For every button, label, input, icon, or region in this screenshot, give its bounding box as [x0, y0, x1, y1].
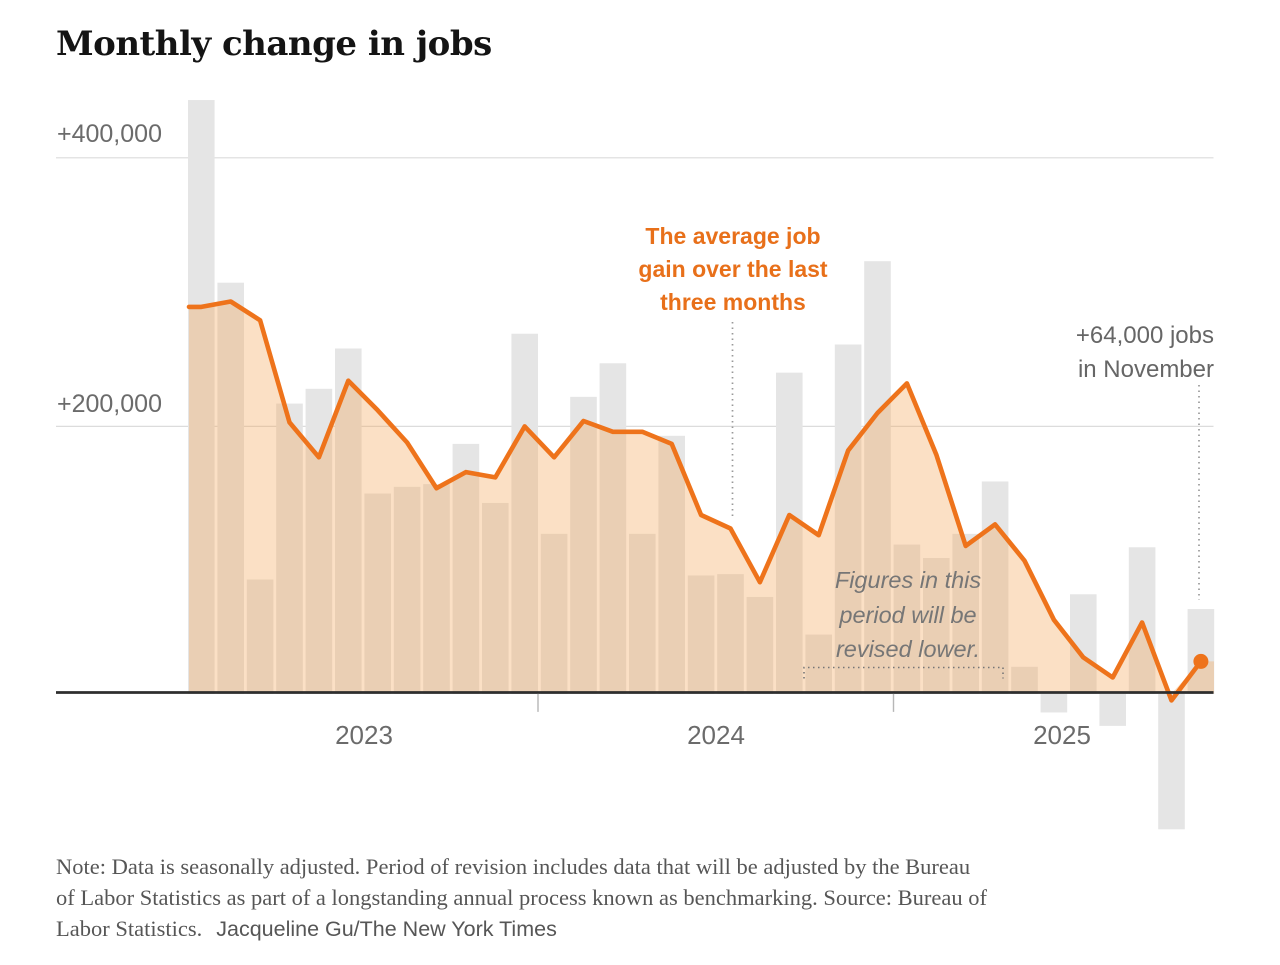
y-axis-label-400k: +400,000 [57, 120, 162, 148]
three-month-average-area [189, 301, 1214, 694]
page-title: Monthly change in jobs [56, 24, 492, 64]
bar-2024-12 [864, 261, 891, 694]
annotation-line: +64,000 jobs [1075, 322, 1214, 349]
bar-2023-04 [276, 403, 303, 694]
annotation-line: revised lower. [835, 636, 981, 662]
bar-2024-10 [805, 634, 832, 694]
revision-period-bracket [803, 666, 1004, 679]
annotation-line: three months [660, 289, 806, 315]
bar-2025-10 [1158, 694, 1185, 830]
bar-2023-11 [482, 502, 509, 694]
bar-2025-08 [1099, 694, 1126, 726]
bar-2023-09 [423, 484, 450, 694]
bar-2024-01 [540, 533, 568, 694]
bar-2024-05 [658, 435, 685, 694]
bar-2023-10 [452, 443, 480, 694]
bar-2023-07 [364, 493, 391, 694]
annotation-line: The average job [645, 223, 821, 249]
bar-2025-06 [1040, 694, 1068, 713]
bar-2023-08 [393, 486, 421, 694]
latest-point-dot [1193, 653, 1209, 669]
annotation-line: in November [1077, 356, 1214, 383]
bar-2025-03 [952, 533, 979, 694]
bar-2025-11 [1187, 609, 1215, 694]
annotation-revision-period: Figures in this period will be revised l… [835, 563, 981, 667]
bar-2024-02 [570, 396, 597, 694]
three-month-average-line [186, 299, 1204, 703]
y-axis-label-200k: +200,000 [57, 390, 162, 418]
bar-2024-06 [687, 575, 715, 694]
bar-2025-04 [981, 481, 1009, 694]
bar-2024-07 [717, 574, 744, 694]
bar-2023-01 [188, 100, 215, 694]
x-axis-label-2024: 2024 [687, 720, 745, 750]
bar-2024-11 [834, 344, 862, 694]
byline: Jacqueline Gu/The New York Times [216, 917, 557, 941]
footnote-source: Labor Statistics. [56, 916, 203, 941]
annotation-november-value: +64,000 jobs in November [1076, 319, 1214, 387]
footnote-line: of Labor Statistics as part of a longsta… [56, 885, 988, 910]
footnote: Note: Data is seasonally adjusted. Perio… [56, 851, 987, 945]
bar-2023-12 [511, 333, 538, 694]
bar-2024-08 [746, 596, 774, 694]
bar-2025-05 [1011, 666, 1038, 694]
x-axis-label-2025: 2025 [1033, 720, 1091, 750]
bar-2025-02 [923, 558, 950, 694]
annotation-line: Figures in this [834, 567, 982, 593]
x-axis-label-2023: 2023 [335, 720, 393, 750]
bar-2023-02 [217, 282, 244, 694]
annotation-three-month-average: The average job gain over the last three… [638, 220, 827, 319]
bar-2024-04 [629, 533, 656, 694]
footnote-line: Labor Statistics. Jacqueline Gu/The New Y… [56, 913, 987, 945]
footnote-line: Note: Data is seasonally adjusted. Perio… [56, 854, 971, 879]
bar-2024-03 [599, 363, 627, 694]
bar-2023-03 [246, 579, 274, 694]
annotation-line: gain over the last [638, 256, 828, 282]
annotation-line: period will be [839, 601, 977, 628]
bar-2025-01 [893, 544, 921, 694]
